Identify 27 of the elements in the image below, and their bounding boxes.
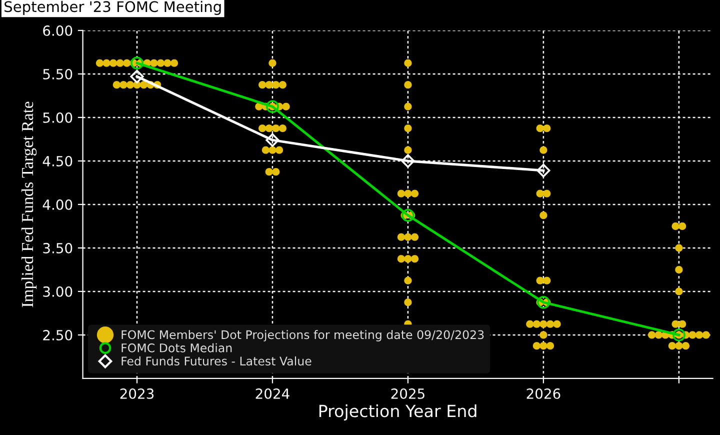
legend-label: FOMC Members' Dot Projections for meeting date 09/20/2023 [122,330,484,342]
point [672,328,686,342]
point [402,208,414,222]
x-tick-label: 2023 [120,388,154,399]
point [266,100,279,114]
point [130,70,144,84]
y-tick-label: 5.50 [43,68,72,80]
legend-label: FOMC Dots Median [122,343,232,352]
y-tick-label: 2.50 [43,330,72,340]
y-axis-title: Implied Fed Funds Target Rate [21,102,37,308]
y-tick-label: 5.00 [43,112,72,123]
point [536,164,550,178]
legend-label: Fed Funds Futures - Latest Value [122,356,312,366]
x-tick-label: 2024 [256,388,290,399]
point [536,296,550,309]
y-tick-label: 3.50 [43,242,72,254]
y-tick-label: 6.00 [43,25,72,36]
point [130,56,144,70]
x-tick-label: 2026 [526,388,560,399]
y-tick-label: 4.00 [42,199,72,210]
point [401,154,415,168]
x-axis-title: Projection Year End [319,404,476,421]
point [266,133,280,147]
y-tick-label: 3.00 [43,286,72,297]
chart-title: September '23 FOMC Meeting [4,0,221,15]
x-tick-label: 2025 [391,388,424,399]
y-tick-label: 4.50 [42,156,72,166]
